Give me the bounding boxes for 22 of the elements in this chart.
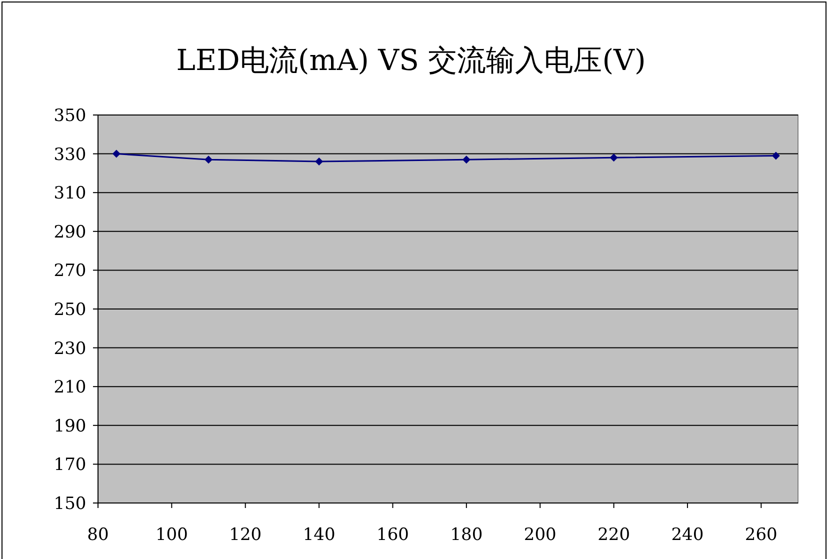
y-tick-label: 150 xyxy=(54,494,86,514)
chart-title: LED电流(mA) VS 交流输入电压(V) xyxy=(176,43,646,77)
y-tick-label: 350 xyxy=(54,106,86,126)
y-tick-label: 170 xyxy=(54,455,86,476)
x-tick-label: 260 xyxy=(744,525,778,545)
x-tick-label: 220 xyxy=(598,525,630,545)
y-tick-label: 270 xyxy=(54,261,86,282)
x-tick-label: 120 xyxy=(229,525,262,545)
y-tick-label: 250 xyxy=(54,300,86,320)
x-tick-label: 100 xyxy=(155,525,188,545)
x-tick-label: 180 xyxy=(450,525,483,545)
x-tick-label: 140 xyxy=(302,525,336,545)
x-tick-label: 240 xyxy=(671,525,704,545)
y-tick-label: 210 xyxy=(54,378,86,398)
x-tick-label: 160 xyxy=(376,525,409,545)
y-tick-label: 310 xyxy=(54,184,86,204)
x-tick-label: 200 xyxy=(524,525,556,545)
y-tick-label: 290 xyxy=(54,222,86,242)
y-tick-label: 190 xyxy=(54,416,86,436)
y-tick-label: 230 xyxy=(54,338,86,359)
y-tick-label: 330 xyxy=(54,144,86,165)
x-tick-label: 80 xyxy=(87,525,109,545)
